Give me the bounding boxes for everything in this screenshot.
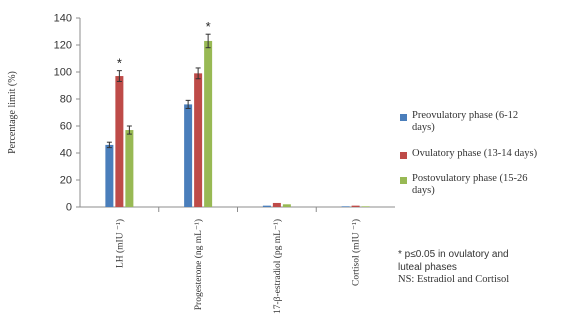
bar bbox=[262, 205, 271, 207]
bar bbox=[125, 130, 134, 207]
y-tick-label: 20 bbox=[60, 175, 72, 187]
significance-note-line1: * p≤0.05 in ovulatory and bbox=[398, 249, 509, 260]
legend-swatch-postovulatory bbox=[400, 177, 407, 184]
significance-note: * p≤0.05 in ovulatory and luteal phases … bbox=[398, 249, 578, 287]
bar bbox=[105, 144, 114, 207]
legend-label-postovulatory-line1: Postovulatory phase (15-26 bbox=[412, 173, 528, 184]
y-tick-label: 0 bbox=[66, 202, 72, 214]
significance-asterisk: * bbox=[206, 19, 211, 34]
y-tick-label: 100 bbox=[54, 67, 72, 79]
legend-swatch-ovulatory bbox=[400, 152, 407, 159]
y-tick-label: 80 bbox=[60, 94, 72, 106]
significance-note-line2: luteal phases bbox=[398, 261, 457, 273]
legend-item-ovulatory: Ovulatory phase (13-14 days) bbox=[398, 148, 583, 160]
y-axis-title: Percentage limit (%) bbox=[7, 71, 18, 154]
chart-legend: Preovulatory phase (6-12 days) Ovulatory… bbox=[398, 110, 583, 196]
bar bbox=[115, 76, 124, 207]
x-category-label: LH (mIU ⁻¹) bbox=[114, 219, 125, 268]
legend-swatch-preovulatory bbox=[400, 114, 407, 121]
legend-label-preovulatory-line2: days) bbox=[412, 122, 435, 133]
y-tick-label: 60 bbox=[60, 121, 72, 133]
legend-item-preovulatory: Preovulatory phase (6-12 days) bbox=[398, 110, 583, 134]
y-tick-label: 40 bbox=[60, 148, 72, 160]
ns-note: NS: Estradiol and Cortisol bbox=[398, 274, 510, 285]
bar bbox=[194, 73, 203, 207]
bar bbox=[361, 206, 370, 207]
legend-label-preovulatory-line1: Preovulatory phase (6-12 bbox=[412, 110, 519, 121]
bar bbox=[272, 202, 281, 207]
y-tick-label: 120 bbox=[54, 40, 72, 52]
bar bbox=[351, 205, 360, 207]
x-category-label: 17-β-estradiol (pg mL⁻¹) bbox=[272, 219, 283, 314]
x-category-label: Cortisol (mIU ⁻¹) bbox=[351, 219, 362, 286]
bar bbox=[341, 206, 350, 207]
bar bbox=[204, 40, 213, 208]
legend-label-ovulatory-line1: Ovulatory phase (13-14 days) bbox=[412, 148, 538, 159]
significance-asterisk: * bbox=[117, 56, 122, 71]
legend-item-postovulatory: Postovulatory phase (15-26 days) bbox=[398, 173, 583, 197]
bar bbox=[282, 204, 291, 207]
legend-label-postovulatory-line2: days) bbox=[412, 185, 435, 196]
bar bbox=[184, 104, 193, 207]
x-category-label: Progesterone (ng mL⁻¹) bbox=[193, 219, 204, 310]
y-tick-label: 140 bbox=[54, 13, 72, 25]
